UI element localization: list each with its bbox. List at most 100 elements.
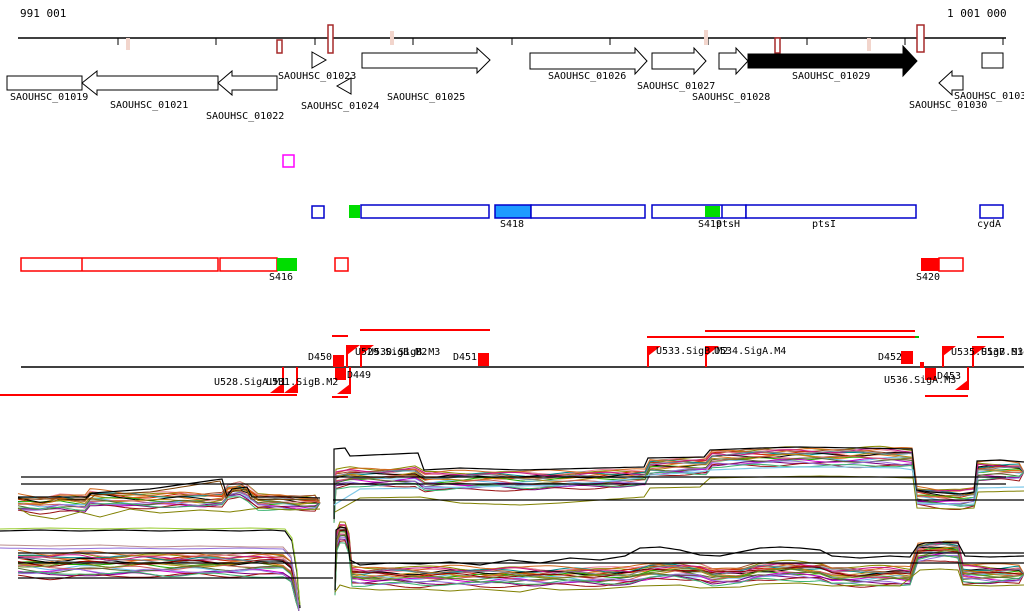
tss-label-U534.SigA.M4: U534.SigA.M4 <box>714 346 787 357</box>
expression-envelope <box>0 527 301 606</box>
expression-series-bottom-left <box>17 554 300 611</box>
expression-series-top-left <box>17 484 321 504</box>
srna-box[interactable] <box>334 257 349 272</box>
operon-box[interactable] <box>705 206 720 217</box>
expression-envelope <box>0 529 301 609</box>
gene-arrow-SAOUHSC_0103[interactable] <box>981 52 1004 69</box>
tss-down-flag[interactable] <box>270 383 283 393</box>
srna-box[interactable] <box>921 258 939 271</box>
expression-envelope <box>18 478 321 499</box>
operon-box[interactable] <box>311 205 325 219</box>
operon-box[interactable] <box>349 205 360 218</box>
ruler-marker[interactable] <box>276 39 283 54</box>
ruler-marker[interactable] <box>916 24 925 53</box>
expression-envelope <box>0 547 300 611</box>
tss-label-D450: D450 <box>308 352 333 363</box>
gene-arrow-SAOUHSC_01022[interactable] <box>217 69 278 97</box>
expression-series-bottom-left <box>17 565 300 611</box>
expression-series-top-left <box>17 481 321 504</box>
expression-envelope <box>0 544 300 611</box>
operon-box[interactable] <box>979 204 1004 219</box>
magenta-feature-box[interactable] <box>282 154 295 168</box>
gene-arrow-SAOUHSC_01019[interactable] <box>6 75 83 91</box>
expression-series-bottom-left <box>17 571 300 611</box>
gene-label-SAOUHSC_01021: SAOUHSC_01021 <box>110 100 189 111</box>
expression-series-bottom-left <box>17 572 300 611</box>
operon-box[interactable] <box>360 204 490 219</box>
expression-envelope <box>333 466 1024 506</box>
terminator-square[interactable] <box>920 362 924 368</box>
terminator-square[interactable] <box>901 351 913 364</box>
gene-arrow-SAOUHSC_01026[interactable] <box>529 46 648 76</box>
tss-down-flag[interactable] <box>955 380 968 390</box>
ruler-end-coordinate: 1 001 000 <box>947 7 1007 20</box>
tss-down-flag[interactable] <box>284 383 297 393</box>
ruler-start-coordinate: 991 001 <box>20 7 67 20</box>
gene-arrow-SAOUHSC_01025[interactable] <box>361 46 491 75</box>
gene-label-SAOUHSC_01019: SAOUHSC_01019 <box>10 92 89 103</box>
tss-up-flag[interactable] <box>347 345 360 355</box>
tss-up-flag[interactable] <box>943 346 956 356</box>
gene-label-SAOUHSC_01027: SAOUHSC_01027 <box>637 81 716 92</box>
expression-envelope <box>18 480 321 501</box>
tss-label-D453: D453 <box>937 371 962 382</box>
ruler-marker[interactable] <box>390 31 394 45</box>
gene-label-SAOUHSC_01028: SAOUHSC_01028 <box>692 92 771 103</box>
operon-box[interactable] <box>494 204 532 219</box>
gene-label-SAOUHSC_01024: SAOUHSC_01024 <box>301 101 380 112</box>
gene-arrow-SAOUHSC_01029[interactable] <box>747 44 918 78</box>
srna-box[interactable] <box>20 257 219 272</box>
srna-box[interactable] <box>938 257 964 272</box>
operon-label-S418: S418 <box>500 219 525 230</box>
gene-arrow-SAOUHSC_01023[interactable] <box>311 51 328 69</box>
expression-series-top-right <box>333 463 1024 523</box>
srna-box[interactable] <box>219 257 278 272</box>
operon-label-ptsH: ptsH <box>716 219 741 230</box>
tss-label-U529.SigB.M2: U529.SigB.M2 <box>355 347 428 358</box>
tss-down-flag[interactable] <box>337 384 350 394</box>
operon-box[interactable] <box>651 204 747 219</box>
ruler-marker[interactable] <box>126 38 130 50</box>
ruler-marker[interactable] <box>867 38 871 51</box>
expression-series-top-left <box>17 496 321 511</box>
terminator-square[interactable] <box>333 355 344 367</box>
tss-up-flag[interactable] <box>648 346 661 356</box>
tss-label-U528.SigA.M1: U528.SigA.M1 <box>214 377 287 388</box>
gene-arrow-SAOUHSC_01021[interactable] <box>81 69 219 97</box>
expression-series-bottom-left <box>17 568 300 611</box>
srna-box[interactable] <box>277 258 297 271</box>
tss-label-D449: D449 <box>347 370 372 381</box>
gene-arrow-SAOUHSC_01027[interactable] <box>651 46 707 76</box>
ruler-marker[interactable] <box>704 30 708 45</box>
expression-plots <box>0 445 1024 611</box>
tss-up-flag[interactable] <box>973 346 986 356</box>
gene-label-SAOUHSC_0103: SAOUHSC_0103 <box>954 91 1024 102</box>
gene-arrow-SAOUHSC_01030[interactable] <box>938 69 964 97</box>
gene-arrow-SAOUHSC_01028[interactable] <box>718 46 749 76</box>
terminator-square[interactable] <box>925 368 936 380</box>
expression-envelope <box>17 507 321 520</box>
gene-arrow-SAOUHSC_01024[interactable] <box>335 77 352 95</box>
gene-label-SAOUHSC_01023: SAOUHSC_01023 <box>278 71 357 82</box>
expression-series-bottom-right <box>334 542 1024 596</box>
terminator-square[interactable] <box>478 353 489 366</box>
tss-track <box>0 329 1024 398</box>
operon-box[interactable] <box>530 204 646 219</box>
ruler-marker[interactable] <box>327 24 334 54</box>
expression-envelope <box>334 475 1024 513</box>
expression-envelope <box>334 526 1024 591</box>
tss-up-flag[interactable] <box>361 345 374 355</box>
tss-label-D452: D452 <box>878 352 903 363</box>
tss-up-flag[interactable] <box>706 346 719 356</box>
expression-series-bottom-right <box>334 529 1024 584</box>
ruler-marker[interactable] <box>774 37 781 54</box>
operon-box[interactable] <box>745 204 917 219</box>
tss-label-U533.SigB.M2: U533.SigB.M2 <box>656 346 729 357</box>
expression-series-bottom-right <box>334 533 1024 587</box>
expression-series-top-left <box>17 491 321 511</box>
terminator-square[interactable] <box>335 368 346 380</box>
tss-label-D451: D451 <box>453 352 478 363</box>
expression-series-top-right <box>333 447 1024 507</box>
expression-envelope <box>334 568 1024 593</box>
